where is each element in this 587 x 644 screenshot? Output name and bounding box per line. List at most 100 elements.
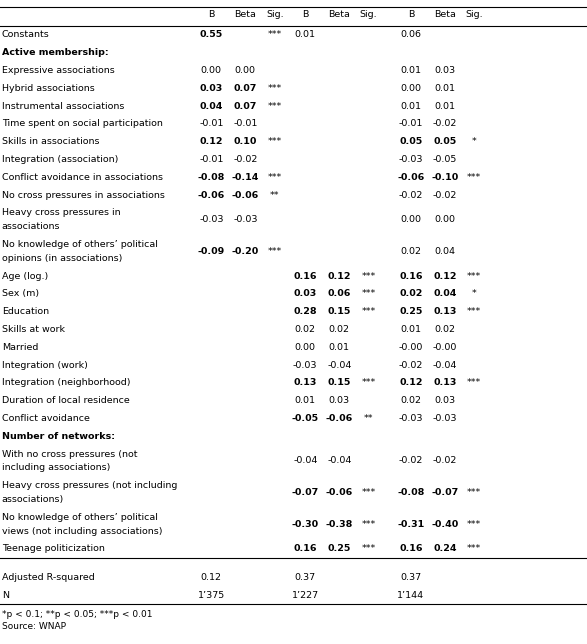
Text: Integration (neighborhood): Integration (neighborhood): [2, 379, 130, 388]
Text: ***: ***: [362, 289, 376, 298]
Text: 0.12: 0.12: [433, 272, 457, 281]
Text: 0.37: 0.37: [400, 573, 421, 582]
Text: -0.00: -0.00: [433, 343, 457, 352]
Text: -0.02: -0.02: [433, 119, 457, 128]
Text: 0.55: 0.55: [200, 30, 223, 39]
Text: -0.07: -0.07: [292, 488, 319, 497]
Text: 0.00: 0.00: [434, 215, 456, 224]
Text: N: N: [2, 591, 9, 600]
Text: ***: ***: [268, 84, 282, 93]
Text: -0.00: -0.00: [399, 343, 423, 352]
Text: -0.04: -0.04: [293, 457, 318, 466]
Text: views (not including associations): views (not including associations): [2, 527, 162, 536]
Text: 0.02: 0.02: [295, 325, 316, 334]
Text: 0.00: 0.00: [400, 215, 421, 224]
Text: 1’227: 1’227: [292, 591, 319, 600]
Text: 0.02: 0.02: [400, 247, 421, 256]
Text: 0.16: 0.16: [294, 272, 317, 281]
Text: 0.24: 0.24: [433, 544, 457, 553]
Text: -0.05: -0.05: [292, 414, 319, 423]
Text: Conflict avoidance in associations: Conflict avoidance in associations: [2, 173, 163, 182]
Text: No knowledge of others’ political: No knowledge of others’ political: [2, 240, 158, 249]
Text: Sig.: Sig.: [465, 10, 483, 19]
Text: Time spent on social participation: Time spent on social participation: [2, 119, 163, 128]
Text: *p < 0.1; **p < 0.05; ***p < 0.01: *p < 0.1; **p < 0.05; ***p < 0.01: [2, 609, 152, 618]
Text: Integration (work): Integration (work): [2, 361, 87, 370]
Text: 0.01: 0.01: [295, 30, 316, 39]
Text: 0.02: 0.02: [400, 396, 421, 405]
Text: -0.09: -0.09: [198, 247, 225, 256]
Text: 0.13: 0.13: [433, 307, 457, 316]
Text: 0.03: 0.03: [200, 84, 223, 93]
Text: No knowledge of others’ political: No knowledge of others’ political: [2, 513, 158, 522]
Text: -0.05: -0.05: [433, 155, 457, 164]
Text: ***: ***: [268, 102, 282, 111]
Text: -0.06: -0.06: [326, 414, 353, 423]
Text: Beta: Beta: [328, 10, 350, 19]
Text: Adjusted R-squared: Adjusted R-squared: [2, 573, 95, 582]
Text: -0.06: -0.06: [232, 191, 259, 200]
Text: Source: WNAP: Source: WNAP: [2, 621, 66, 630]
Text: ***: ***: [362, 488, 376, 497]
Text: Married: Married: [2, 343, 38, 352]
Text: Number of networks:: Number of networks:: [2, 431, 115, 440]
Text: 0.01: 0.01: [329, 343, 350, 352]
Text: -0.03: -0.03: [433, 414, 457, 423]
Text: -0.01: -0.01: [233, 119, 258, 128]
Text: 0.16: 0.16: [399, 544, 423, 553]
Text: -0.38: -0.38: [326, 520, 353, 529]
Text: 0.01: 0.01: [434, 84, 456, 93]
Text: -0.04: -0.04: [327, 457, 352, 466]
Text: 0.25: 0.25: [328, 544, 351, 553]
Text: Expressive associations: Expressive associations: [2, 66, 114, 75]
Text: -0.31: -0.31: [397, 520, 424, 529]
Text: -0.02: -0.02: [433, 457, 457, 466]
Text: -0.40: -0.40: [431, 520, 458, 529]
Text: 0.03: 0.03: [434, 66, 456, 75]
Text: ***: ***: [268, 173, 282, 182]
Text: ***: ***: [268, 137, 282, 146]
Text: -0.07: -0.07: [431, 488, 458, 497]
Text: ***: ***: [362, 307, 376, 316]
Text: Sig.: Sig.: [266, 10, 284, 19]
Text: ***: ***: [467, 173, 481, 182]
Text: -0.03: -0.03: [399, 155, 423, 164]
Text: 0.01: 0.01: [434, 102, 456, 111]
Text: associations): associations): [2, 495, 64, 504]
Text: Heavy cross pressures in: Heavy cross pressures in: [2, 208, 120, 217]
Text: ***: ***: [467, 272, 481, 281]
Text: **: **: [270, 191, 279, 200]
Text: -0.06: -0.06: [397, 173, 424, 182]
Text: 0.01: 0.01: [295, 396, 316, 405]
Text: ***: ***: [362, 544, 376, 553]
Text: 0.01: 0.01: [400, 102, 421, 111]
Text: Skills in associations: Skills in associations: [2, 137, 99, 146]
Text: -0.02: -0.02: [399, 191, 423, 200]
Text: ***: ***: [467, 379, 481, 388]
Text: B: B: [208, 10, 214, 19]
Text: Heavy cross pressures (not including: Heavy cross pressures (not including: [2, 481, 177, 490]
Text: ***: ***: [467, 544, 481, 553]
Text: With no cross pressures (not: With no cross pressures (not: [2, 450, 137, 459]
Text: 0.13: 0.13: [294, 379, 317, 388]
Text: ***: ***: [362, 379, 376, 388]
Text: 0.06: 0.06: [328, 289, 351, 298]
Text: -0.04: -0.04: [327, 361, 352, 370]
Text: 0.03: 0.03: [329, 396, 350, 405]
Text: Hybrid associations: Hybrid associations: [2, 84, 95, 93]
Text: 0.02: 0.02: [329, 325, 350, 334]
Text: -0.10: -0.10: [431, 173, 458, 182]
Text: Constants: Constants: [2, 30, 49, 39]
Text: 0.28: 0.28: [294, 307, 317, 316]
Text: ***: ***: [362, 520, 376, 529]
Text: 0.07: 0.07: [234, 84, 257, 93]
Text: ***: ***: [467, 307, 481, 316]
Text: -0.03: -0.03: [399, 414, 423, 423]
Text: 0.05: 0.05: [433, 137, 457, 146]
Text: 0.00: 0.00: [295, 343, 316, 352]
Text: -0.02: -0.02: [433, 191, 457, 200]
Text: including associations): including associations): [2, 464, 110, 473]
Text: 0.00: 0.00: [400, 84, 421, 93]
Text: 0.16: 0.16: [399, 272, 423, 281]
Text: *: *: [472, 137, 477, 146]
